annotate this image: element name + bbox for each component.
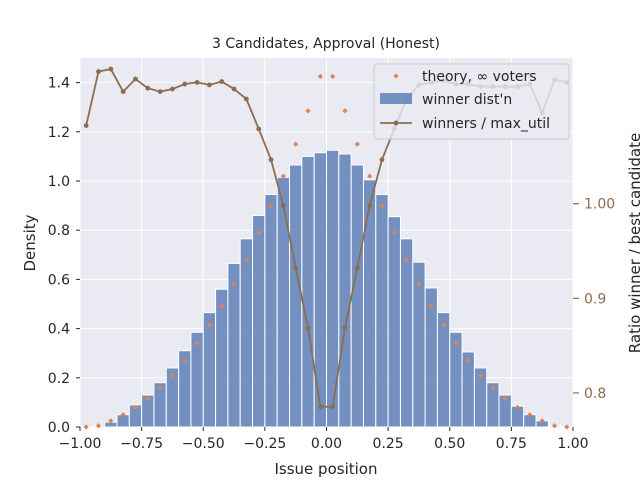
y-tick-label: 0.0 xyxy=(48,420,70,436)
y2-tick-label: 1.00 xyxy=(584,197,615,213)
ratio-point xyxy=(281,203,286,208)
y-tick-label: 1.4 xyxy=(48,76,70,92)
legend-ratio-label: winners / max_util xyxy=(422,116,550,132)
histogram-bar xyxy=(191,332,203,427)
ratio-point xyxy=(318,404,323,409)
ratio-point xyxy=(232,87,237,92)
histogram-bar xyxy=(450,332,462,427)
ratio-point xyxy=(207,82,212,87)
legend-theory-label: theory, ∞ voters xyxy=(422,69,537,85)
histogram-bar xyxy=(388,217,400,427)
ratio-point xyxy=(367,203,372,208)
histogram-bar xyxy=(277,177,289,427)
ratio-point xyxy=(269,157,274,162)
y2-tick-label: 0.9 xyxy=(584,291,606,307)
x-tick-label: 0.00 xyxy=(311,436,342,452)
histogram-bar xyxy=(376,195,388,427)
histogram-bar xyxy=(363,180,375,427)
ratio-point xyxy=(244,97,249,102)
x-tick-label: −0.25 xyxy=(243,436,286,452)
y-tick-label: 1.0 xyxy=(48,174,70,190)
x-tick-label: −0.75 xyxy=(120,436,163,452)
x-axis-label: Issue position xyxy=(275,460,378,478)
y-tick-label: 1.2 xyxy=(48,125,70,141)
histogram-bar xyxy=(253,215,265,427)
ratio-point xyxy=(170,87,175,92)
histogram-bar xyxy=(462,352,474,427)
ratio-point xyxy=(355,266,360,271)
y-tick-label: 0.8 xyxy=(48,223,70,239)
ratio-point xyxy=(195,80,200,85)
legend-hist-label: winner dist'n xyxy=(422,92,512,108)
ratio-point xyxy=(108,67,113,72)
histogram-bar xyxy=(351,165,363,427)
x-tick-label: −0.50 xyxy=(182,436,225,452)
ratio-point xyxy=(121,89,126,94)
y2-axis-label: Ratio winner / best candidate xyxy=(626,133,640,353)
x-tick-label: −1.00 xyxy=(59,436,102,452)
histogram-bar xyxy=(240,239,252,427)
legend-ratio-marker xyxy=(394,121,399,126)
histogram-bar xyxy=(216,289,228,427)
chart-title: 3 Candidates, Approval (Honest) xyxy=(212,36,440,52)
x-tick-label: 0.50 xyxy=(434,436,465,452)
ratio-point xyxy=(84,123,89,128)
y-tick-label: 0.6 xyxy=(48,272,70,288)
x-tick-label: 1.00 xyxy=(557,436,588,452)
ratio-point xyxy=(330,404,335,409)
histogram-bar xyxy=(302,156,314,427)
x-axis-ticks: −1.00 −0.75 −0.50 −0.25 0.00 0.25 0.50 0.75 1.00 xyxy=(59,427,589,452)
legend: theory, ∞ voters winner dist'n winners /… xyxy=(374,64,569,139)
legend-hist-swatch xyxy=(380,93,412,104)
histogram-bar xyxy=(327,150,339,427)
y-axis-label: Density xyxy=(21,214,39,271)
histogram-bar xyxy=(265,195,277,427)
x-tick-label: 0.25 xyxy=(373,436,404,452)
ratio-point xyxy=(380,157,385,162)
ratio-point xyxy=(306,325,311,330)
x-tick-label: 0.75 xyxy=(496,436,527,452)
y2-axis-ticks: 0.8 0.9 1.00 xyxy=(573,197,615,402)
y-axis-ticks: 0.0 0.2 0.4 0.6 0.8 1.0 1.2 1.4 xyxy=(48,76,80,436)
y-tick-label: 0.4 xyxy=(48,322,70,338)
ratio-point xyxy=(145,86,150,91)
histogram-bar xyxy=(290,165,302,427)
histogram-bar xyxy=(314,153,326,427)
histogram-bar xyxy=(339,154,351,427)
histogram-bar xyxy=(437,313,449,427)
histogram-bar xyxy=(228,263,240,427)
ratio-point xyxy=(219,79,224,84)
ratio-point xyxy=(182,82,187,87)
ratio-point xyxy=(256,126,261,131)
y-tick-label: 0.2 xyxy=(48,371,70,387)
ratio-point xyxy=(158,89,163,94)
ratio-point xyxy=(293,266,298,271)
histogram-bar xyxy=(203,313,215,427)
ratio-point xyxy=(133,77,138,82)
y2-tick-label: 0.8 xyxy=(584,386,606,402)
ratio-point xyxy=(96,69,101,74)
ratio-point xyxy=(343,325,348,330)
histogram-bar xyxy=(400,239,412,427)
